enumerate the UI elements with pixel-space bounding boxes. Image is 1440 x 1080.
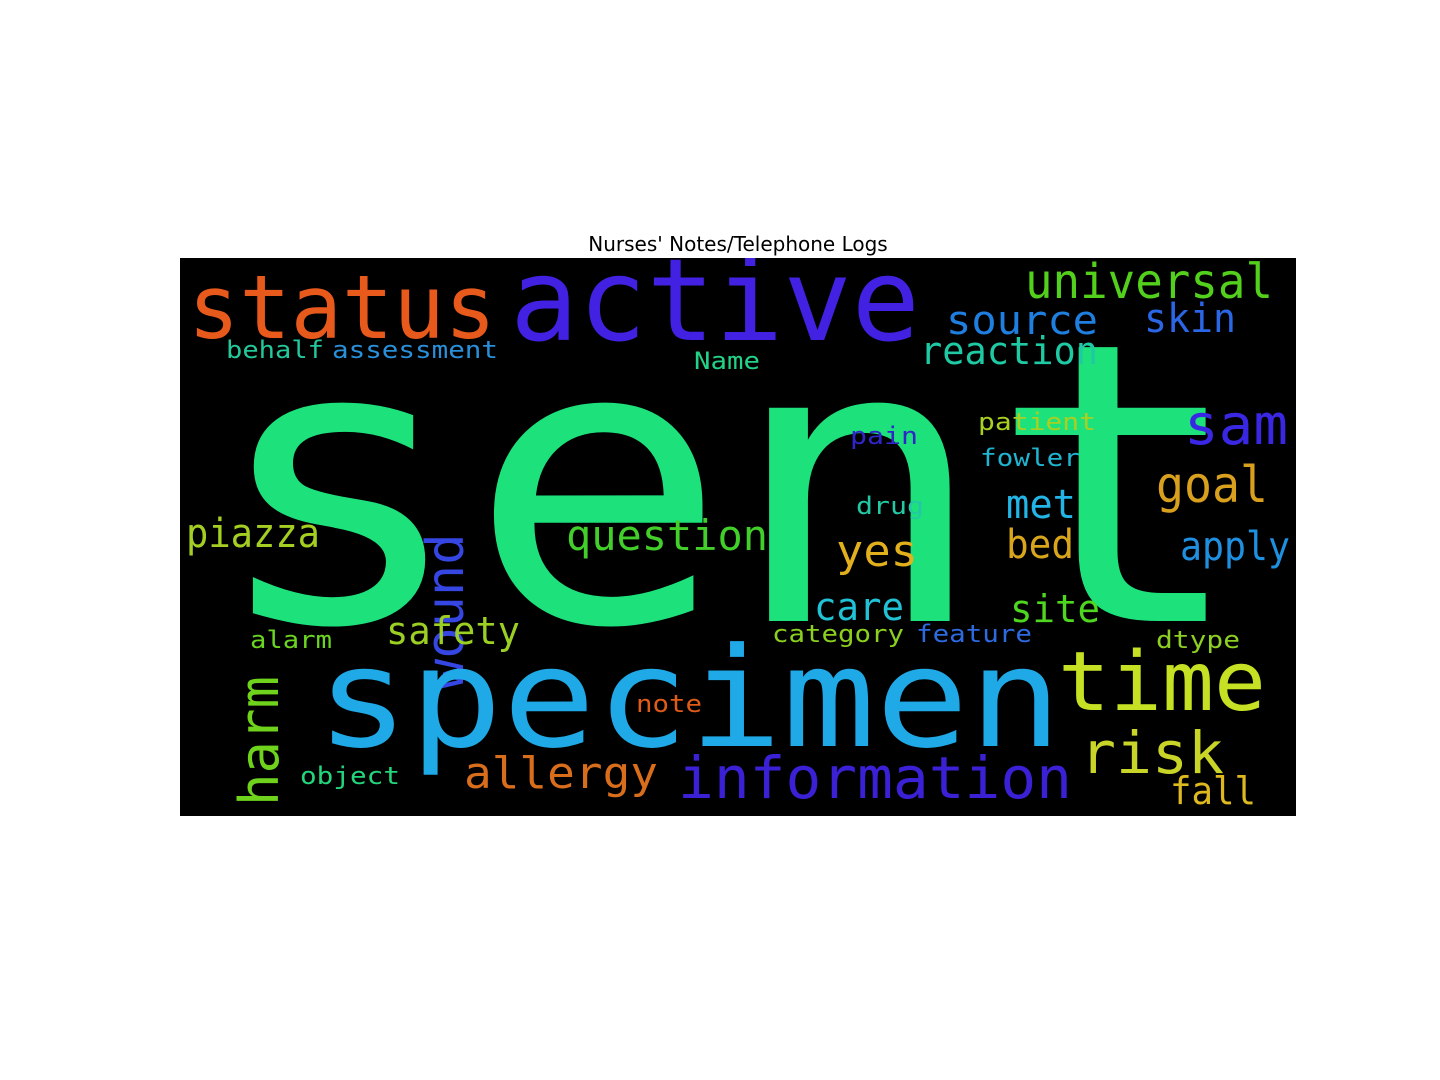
- word-piazza: piazza: [186, 511, 320, 557]
- word-risk: risk: [1080, 719, 1224, 787]
- word-bed: bed: [1006, 522, 1074, 568]
- word-apply: apply: [1180, 524, 1290, 570]
- word-note: note: [636, 690, 702, 718]
- word-wound: wound: [416, 533, 476, 690]
- word-question: question: [566, 511, 768, 560]
- word-assessment: assessment: [332, 336, 498, 364]
- word-fall: fall: [1170, 769, 1256, 813]
- word-safety: safety: [386, 609, 520, 653]
- word-alarm: alarm: [250, 626, 332, 654]
- word-goal: goal: [1156, 456, 1268, 514]
- word-behalf: behalf: [226, 336, 324, 364]
- word-yes: yes: [836, 526, 918, 577]
- word-universal: universal: [1025, 258, 1273, 310]
- word-cloud-canvas: wound harm sent specimen active status t…: [186, 258, 1290, 813]
- figure-title: Nurses' Notes/Telephone Logs: [588, 232, 888, 256]
- word-met: met: [1006, 482, 1076, 528]
- word-specimen: specimen: [316, 618, 1062, 779]
- word-dtype: dtype: [1156, 626, 1240, 654]
- word-reaction: reaction: [920, 329, 1098, 373]
- word-site: site: [1010, 587, 1100, 631]
- word-drug: drug: [856, 492, 924, 520]
- word-skin: skin: [1144, 296, 1236, 342]
- word-category: category: [772, 620, 904, 648]
- word-sent: sent: [208, 259, 1248, 713]
- word-source: source: [946, 298, 1098, 344]
- word-sam: sam: [1184, 393, 1288, 458]
- word-object: object: [300, 762, 400, 790]
- word-cloud: wound harm sent specimen active status t…: [180, 258, 1296, 816]
- word-patient: patient: [978, 408, 1096, 436]
- word-information: information: [678, 744, 1072, 812]
- word-care: care: [814, 585, 904, 629]
- word-pain: pain: [850, 422, 918, 450]
- word-name: Name: [694, 347, 760, 375]
- word-harm: harm: [228, 676, 291, 806]
- word-time: time: [1058, 635, 1266, 730]
- word-active: active: [510, 258, 920, 367]
- word-status: status: [188, 258, 496, 359]
- word-feature: feature: [916, 620, 1032, 648]
- word-fowler: fowler: [980, 444, 1080, 472]
- word-allergy: allergy: [464, 748, 658, 799]
